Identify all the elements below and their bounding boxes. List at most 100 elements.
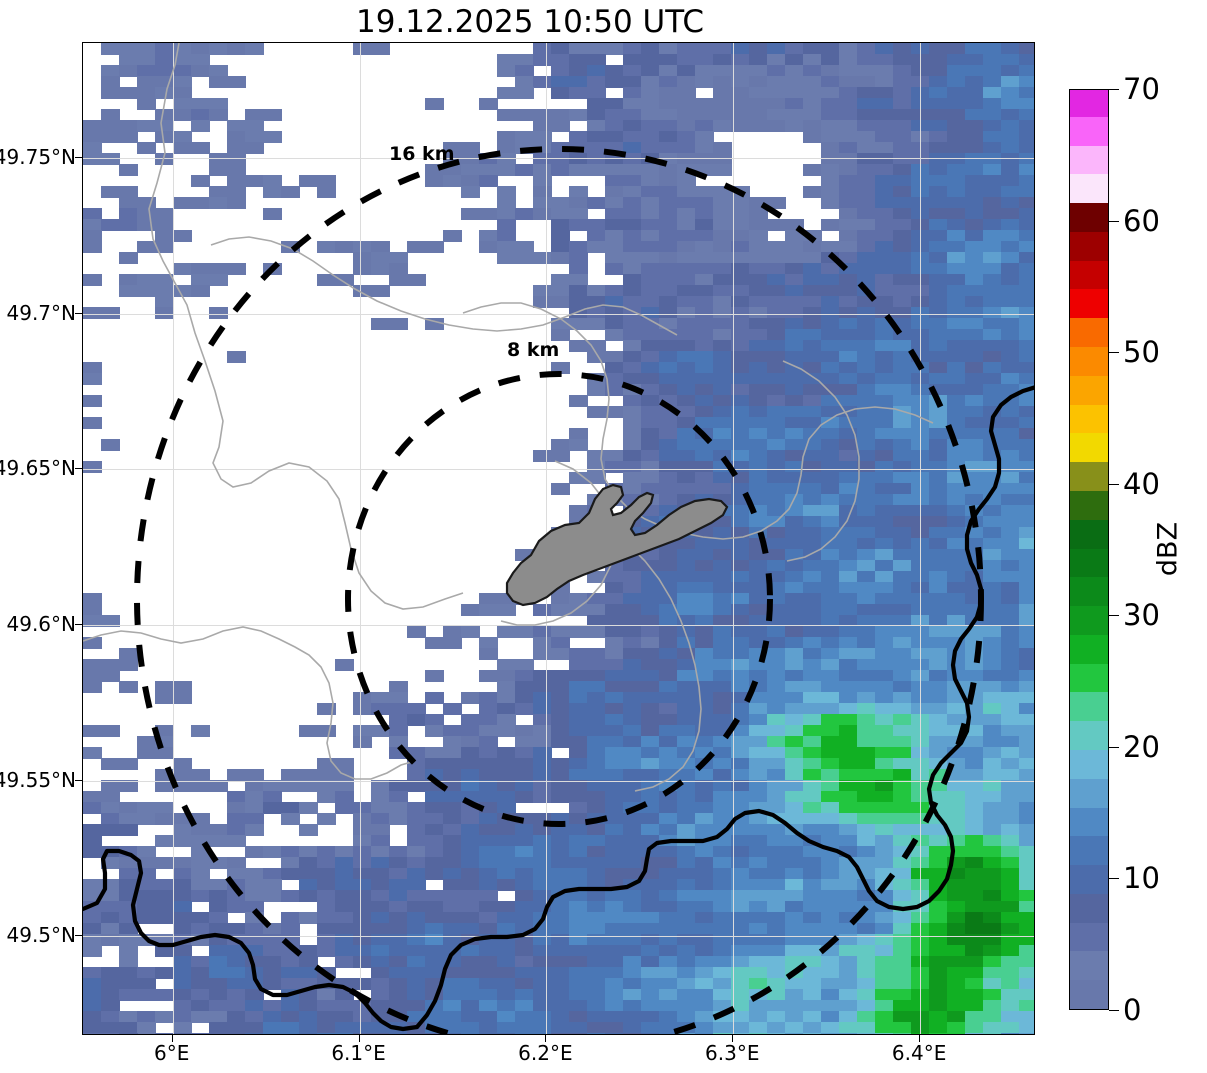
- radar-cell: [533, 175, 552, 187]
- radar-cell: [605, 835, 624, 847]
- radar-cell: [659, 43, 678, 55]
- radar-cell: [515, 780, 534, 792]
- radar-cell: [857, 54, 876, 66]
- radar-cell: [839, 846, 858, 858]
- radar-map-panel[interactable]: 16 km 8 km: [82, 42, 1035, 1035]
- radar-cell: [569, 593, 588, 605]
- radar-cell: [641, 362, 660, 374]
- radar-cell: [443, 791, 462, 803]
- radar-cell: [623, 351, 642, 363]
- radar-cell: [965, 142, 984, 154]
- radar-cell: [1019, 142, 1034, 154]
- radar-cell: [839, 131, 858, 143]
- radar-cell: [839, 703, 858, 715]
- radar-cell: [821, 461, 840, 473]
- radar-cell: [731, 109, 750, 121]
- radar-cell: [731, 659, 750, 671]
- radar-cell: [893, 747, 912, 759]
- radar-cell: [677, 318, 696, 330]
- y-tick-label: 49.5°N: [6, 923, 77, 948]
- radar-cell: [569, 252, 588, 264]
- radar-cell: [785, 857, 804, 869]
- radar-cell: [587, 98, 606, 110]
- radar-cell: [713, 736, 732, 748]
- radar-cell: [857, 395, 876, 407]
- radar-cell: [731, 296, 750, 308]
- radar-cell: [497, 230, 516, 242]
- radar-cell: [857, 373, 876, 385]
- radar-cell: [371, 813, 390, 825]
- radar-cell: [857, 296, 876, 308]
- radar-cell: [875, 263, 894, 275]
- y-tick-mark: [75, 935, 82, 937]
- range-ring-8km: [345, 371, 773, 827]
- radar-cell: [965, 362, 984, 374]
- radar-cell: [83, 725, 120, 737]
- radar-cell: [803, 769, 822, 781]
- radar-cell: [569, 813, 588, 825]
- radar-cell: [893, 219, 912, 231]
- radar-cell: [227, 142, 264, 154]
- colorbar[interactable]: [1069, 89, 1109, 1010]
- radar-cell: [317, 703, 336, 715]
- radar-cell: [983, 142, 1002, 154]
- radar-cell: [551, 483, 570, 495]
- radar-cell: [857, 230, 876, 242]
- radar-cell: [1001, 538, 1034, 550]
- radar-cell: [101, 670, 120, 682]
- radar-cell: [803, 703, 822, 715]
- radar-cell: [821, 263, 840, 275]
- radar-cell: [857, 571, 876, 583]
- radar-cell: [947, 384, 966, 396]
- radar-cell: [713, 791, 732, 803]
- radar-cell: [1019, 120, 1034, 132]
- colorbar-tick-mark: [1109, 352, 1119, 354]
- radar-cell: [317, 274, 336, 286]
- radar-cell: [821, 274, 840, 286]
- radar-cell: [641, 164, 660, 176]
- page-title: 19.12.2025 10:50 UTC: [356, 4, 704, 40]
- radar-cell: [605, 296, 624, 308]
- radar-cell: [191, 263, 210, 275]
- radar-cell: [353, 285, 390, 297]
- radar-cell: [821, 615, 840, 627]
- radar-cell: [821, 692, 840, 704]
- radar-cell: [713, 560, 732, 572]
- colorbar-tick-mark: [1109, 1010, 1119, 1011]
- radar-cell: [443, 626, 462, 638]
- radar-cell: [929, 109, 948, 121]
- radar-cell: [857, 791, 876, 803]
- radar-cell: [641, 384, 660, 396]
- radar-cell: [713, 263, 732, 275]
- radar-cell: [605, 824, 624, 836]
- national-border-line: [83, 385, 1034, 1032]
- colorbar-band: [1070, 317, 1108, 348]
- radar-cell: [281, 780, 300, 792]
- radar-cell: [533, 626, 552, 638]
- radar-cell: [767, 648, 786, 660]
- radar-cell: [875, 846, 894, 858]
- radar-cell: [623, 450, 642, 462]
- radar-cell: [83, 219, 102, 231]
- radar-cell: [623, 582, 642, 594]
- radar-cell: [983, 835, 1002, 847]
- radar-cell: [821, 142, 840, 154]
- radar-cell: [605, 670, 624, 682]
- radar-cell: [1019, 802, 1034, 814]
- radar-cell: [659, 549, 678, 561]
- radar-cell: [587, 450, 624, 462]
- radar-cell: [695, 340, 714, 352]
- radar-cell: [1019, 406, 1034, 418]
- radar-cell: [101, 439, 120, 451]
- radar-cell: [983, 263, 1002, 275]
- radar-cell: [929, 824, 948, 836]
- radar-cell: [929, 450, 948, 462]
- radar-cell: [497, 802, 516, 814]
- colorbar-band: [1070, 979, 1108, 1009]
- radar-cell: [821, 219, 840, 231]
- radar-cell: [83, 395, 102, 407]
- radar-cell: [1001, 824, 1034, 836]
- radar-cell: [677, 450, 696, 462]
- radar-cell: [839, 54, 858, 66]
- radar-cell: [875, 230, 894, 242]
